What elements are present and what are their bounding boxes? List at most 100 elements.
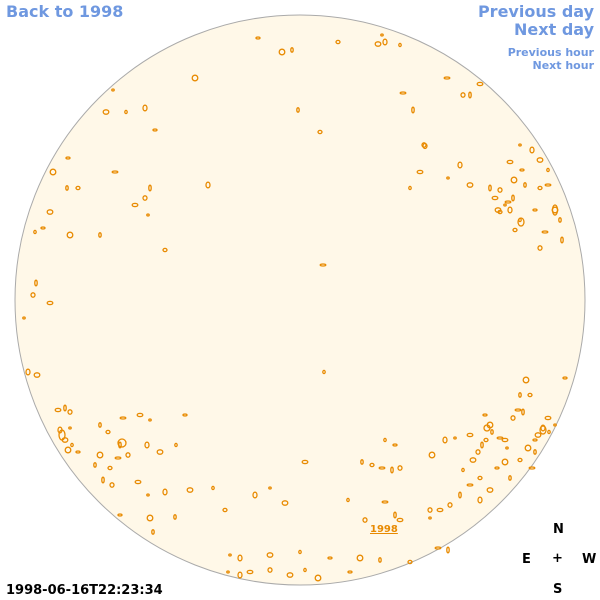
contour-mark: [517, 217, 525, 227]
contour-mark: [560, 236, 564, 244]
contour-mark: [466, 182, 474, 188]
contour-mark: [174, 442, 178, 448]
contour-mark: [54, 407, 62, 413]
contour-mark: [501, 437, 509, 443]
contour-mark: [546, 167, 550, 173]
contour-mark: [532, 438, 538, 442]
contour-mark: [504, 200, 512, 204]
back-to-year-link[interactable]: Back to 1998: [6, 2, 124, 21]
contour-mark: [319, 263, 327, 267]
contour-mark: [237, 554, 243, 562]
contour-mark: [533, 449, 537, 455]
contour-mark: [109, 482, 115, 488]
contour-mark: [378, 466, 386, 470]
contour-mark: [524, 444, 532, 452]
contour-mark: [65, 156, 71, 160]
next-hour-link[interactable]: Next hour: [532, 59, 595, 72]
contour-mark: [416, 169, 424, 175]
previous-day-link[interactable]: Previous day: [477, 2, 594, 21]
contour-mark: [362, 517, 368, 523]
contour-mark: [102, 109, 110, 115]
contour-mark: [146, 213, 150, 217]
contour-mark: [399, 91, 407, 95]
contour-mark: [182, 413, 188, 417]
contour-mark: [156, 449, 164, 455]
next-day-link[interactable]: Next day: [514, 20, 594, 39]
contour-mark: [540, 424, 546, 432]
year-link[interactable]: 1998: [370, 524, 398, 535]
contour-mark: [482, 413, 488, 417]
contour-mark: [369, 462, 375, 468]
contour-mark: [67, 409, 73, 415]
contour-mark: [124, 109, 128, 115]
contour-mark: [75, 185, 81, 191]
contour-mark: [278, 48, 286, 56]
contour-mark: [477, 496, 483, 504]
contour-mark: [298, 549, 302, 555]
contour-mark: [506, 159, 514, 165]
contour-mark: [360, 459, 364, 465]
contour-mark: [447, 502, 453, 508]
contour-mark: [488, 184, 492, 192]
contour-mark: [411, 106, 415, 114]
contour-mark: [383, 437, 387, 443]
contour-mark: [541, 230, 549, 234]
contour-mark: [398, 42, 402, 48]
contour-mark: [322, 369, 326, 375]
contour-mark: [111, 88, 115, 92]
contour-mark: [522, 376, 530, 384]
contour-mark: [539, 425, 547, 435]
contour-mark: [266, 552, 274, 558]
contour-mark: [544, 183, 552, 187]
contour-mark: [517, 457, 523, 463]
contour-mark: [510, 176, 518, 184]
contour-mark: [460, 92, 466, 98]
observation-timestamp: 1998-06-16T22:23:34: [6, 583, 163, 598]
contour-mark: [281, 500, 289, 506]
contour-mark: [443, 76, 451, 80]
contour-mark: [497, 187, 503, 193]
contour-mark: [290, 47, 294, 53]
contour-mark: [173, 514, 177, 520]
contour-mark: [148, 418, 152, 422]
contour-mark: [151, 529, 155, 535]
contour-mark: [30, 292, 36, 298]
contour-mark: [346, 497, 350, 503]
contour-mark: [22, 316, 26, 320]
previous-hour-link[interactable]: Previous hour: [507, 46, 594, 59]
solar-disk: [14, 14, 586, 586]
contour-mark: [486, 487, 494, 493]
contour-mark: [501, 458, 509, 466]
contour-mark: [537, 245, 543, 251]
contour-mark: [33, 372, 41, 378]
contour-mark: [508, 475, 512, 481]
contour-mark: [461, 467, 465, 473]
compass-east: E: [522, 552, 531, 567]
contour-mark: [529, 146, 535, 154]
contour-mark: [46, 209, 54, 215]
contour-mark: [136, 412, 144, 418]
compass-center: +: [552, 551, 563, 566]
contour-mark: [536, 157, 544, 163]
contour-mark: [408, 185, 412, 191]
contour-mark: [381, 500, 389, 504]
contour-mark: [64, 446, 72, 454]
contour-mark: [356, 554, 364, 562]
contour-mark: [70, 442, 74, 448]
contour-mark: [544, 415, 552, 421]
contour-mark: [117, 513, 123, 517]
contour-mark: [148, 184, 152, 192]
contour-mark: [521, 408, 525, 416]
contour-mark: [125, 452, 131, 458]
contour-mark: [34, 279, 38, 287]
contour-mark: [496, 436, 504, 440]
contour-mark: [162, 488, 168, 496]
contour-mark: [222, 507, 228, 513]
contour-mark: [382, 38, 388, 46]
contour-mark: [457, 161, 463, 169]
contour-mark: [469, 457, 477, 463]
contour-mark: [267, 567, 273, 573]
contour-mark: [40, 226, 46, 230]
contour-mark: [380, 33, 384, 37]
